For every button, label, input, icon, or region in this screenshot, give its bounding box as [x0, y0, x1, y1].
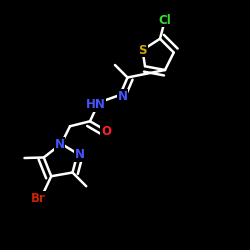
Text: N: N	[54, 138, 64, 151]
Text: N: N	[118, 90, 128, 103]
Text: Br: Br	[31, 192, 46, 204]
Text: O: O	[101, 125, 111, 138]
Text: S: S	[138, 44, 147, 57]
Text: HN: HN	[86, 98, 105, 111]
Text: N: N	[74, 148, 85, 161]
Text: Cl: Cl	[159, 14, 172, 26]
